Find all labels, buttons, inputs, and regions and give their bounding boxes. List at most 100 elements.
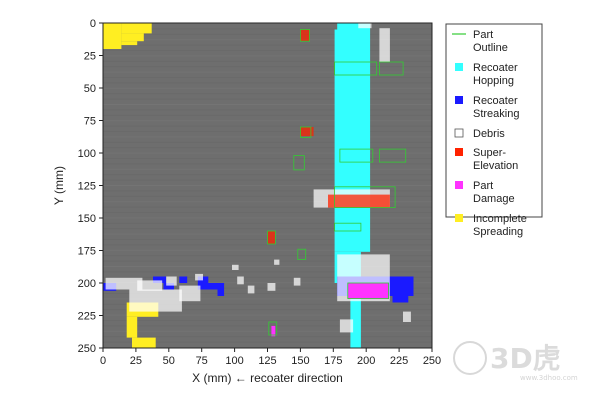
super-elevation-region: [300, 127, 314, 137]
debris-region: [358, 23, 372, 29]
part-outline-region: [378, 61, 404, 76]
texture-streak: [103, 28, 432, 30]
texture-streak: [103, 168, 432, 170]
texture-streak: [103, 44, 432, 46]
debris-region: [195, 273, 203, 281]
legend-label: Recoater: [473, 95, 518, 107]
legend-label: Debris: [473, 128, 505, 140]
x-tick-label: 25: [130, 355, 142, 367]
debris-region: [379, 28, 390, 62]
legend-label: Part: [473, 180, 493, 192]
debris-region: [137, 280, 163, 291]
recoater-hopping-region: [337, 23, 371, 30]
texture-streak: [103, 309, 432, 311]
part-outline-region: [297, 248, 307, 260]
legend-label: Incomplete: [473, 213, 527, 225]
texture-streak: [103, 39, 432, 41]
incomplete-spreading-region: [121, 23, 152, 34]
texture-streak: [103, 249, 432, 251]
texture-streak: [103, 66, 432, 68]
y-tick-label: 100: [78, 148, 96, 160]
texture-streak: [103, 298, 432, 300]
x-tick-label: 175: [324, 355, 342, 367]
legend-item-super-elevation: Super-Elevation: [455, 147, 518, 172]
incomplete-spreading-region: [126, 316, 138, 338]
texture-streak: [103, 158, 432, 159]
texture-streak: [103, 147, 432, 149]
texture-streak: [103, 109, 432, 111]
part-outline-region: [268, 321, 278, 336]
debris-region: [339, 319, 354, 333]
texture-streak: [103, 212, 432, 213]
plot-area: [102, 22, 433, 349]
texture-streak: [103, 244, 432, 246]
texture-streak: [103, 93, 432, 95]
texture-streak: [103, 163, 432, 165]
x-tick-label: 50: [163, 355, 175, 367]
texture-streak: [103, 330, 432, 332]
legend-swatch: [455, 148, 463, 156]
part-outline-region: [334, 186, 396, 209]
texture-streak: [103, 98, 432, 100]
watermark-logo: 3D虎 www.3dhoo.com: [453, 341, 578, 382]
recoater-streaking-region: [163, 283, 174, 290]
defect-regions: [103, 23, 414, 348]
y-axis-ticks: 0 25 50 75 100 125 150 175 200 225 250: [78, 18, 103, 355]
y-tick-label: 125: [78, 181, 96, 193]
legend-label: Super-: [473, 147, 506, 159]
legend-label: Outline: [473, 42, 508, 54]
debris-region: [129, 289, 182, 312]
legend-label: Recoater: [473, 62, 518, 74]
debris-region: [403, 311, 411, 322]
super-elevation-region: [300, 29, 310, 42]
texture-streak: [103, 152, 432, 154]
texture-streak: [103, 341, 432, 343]
recoater-streaking-region: [197, 283, 225, 290]
texture-streak: [103, 136, 432, 138]
debris-region: [179, 285, 201, 302]
texture-streak: [103, 320, 432, 321]
x-tick-label: 125: [258, 355, 276, 367]
part-damage-region: [347, 283, 389, 299]
legend-label: Elevation: [473, 160, 518, 172]
legend-item-debris: Debris: [454, 128, 505, 140]
legend-swatch: [455, 63, 463, 71]
texture-streak: [103, 77, 432, 78]
debris-region: [293, 277, 301, 286]
texture-streak: [103, 314, 432, 316]
watermark-brand: 3D虎: [490, 342, 561, 375]
texture-streak: [103, 325, 432, 327]
legend-swatch: [455, 181, 463, 189]
debris-region: [105, 277, 143, 290]
texture-streak: [103, 33, 432, 35]
debris-region: [237, 276, 244, 285]
texture-streak: [103, 336, 432, 338]
texture-streak: [103, 293, 432, 294]
texture-streak: [103, 266, 432, 267]
super-elevation-region: [328, 194, 390, 208]
part-outline-region: [339, 148, 374, 163]
legend-label: Streaking: [473, 108, 519, 120]
texture-streak: [103, 276, 432, 278]
texture-streak: [103, 82, 432, 84]
part-outline-region: [347, 282, 389, 300]
texture-streak: [103, 120, 432, 122]
watermark-url: www.3dhoo.com: [520, 374, 578, 382]
part-outline-region: [334, 222, 362, 232]
texture-streak: [103, 60, 432, 62]
texture-streak: [103, 50, 432, 51]
x-tick-label: 250: [423, 355, 441, 367]
part-damage-region: [271, 325, 276, 337]
texture-streak: [103, 174, 432, 176]
texture-streak: [103, 206, 432, 208]
incomplete-spreading-region: [121, 33, 144, 42]
recoater-streaking-region: [392, 296, 409, 303]
x-tick-label: 150: [291, 355, 309, 367]
texture-streak: [103, 114, 432, 116]
legend-label: Damage: [473, 193, 515, 205]
legend-label: Spreading: [473, 226, 523, 238]
